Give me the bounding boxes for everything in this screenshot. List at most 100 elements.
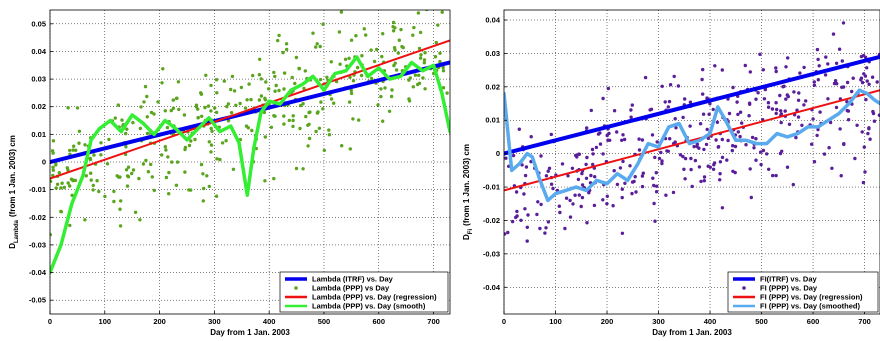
data-point — [810, 142, 814, 146]
y-axis-label: DFi(from 1 Jan. 2003) cm — [462, 144, 474, 240]
data-point — [381, 119, 385, 123]
x-tick-label: 300 — [208, 317, 221, 326]
data-point — [267, 87, 271, 91]
data-point — [276, 38, 280, 43]
data-point — [620, 195, 624, 200]
data-point — [863, 74, 868, 78]
data-point — [349, 91, 354, 96]
data-point — [391, 25, 395, 29]
data-point — [713, 64, 717, 68]
data-point — [226, 119, 231, 123]
data-point — [615, 182, 620, 187]
data-point — [692, 144, 696, 149]
data-point — [838, 127, 842, 131]
data-point — [529, 135, 533, 139]
data-point — [761, 148, 766, 153]
data-point — [145, 131, 150, 136]
data-point — [348, 147, 352, 151]
data-point — [259, 94, 264, 98]
y-tick-label: 0.04 — [31, 47, 46, 56]
data-point — [88, 157, 93, 162]
data-point — [840, 59, 844, 63]
data-point — [282, 122, 286, 126]
data-point — [702, 179, 706, 183]
data-point — [506, 230, 510, 235]
data-point — [145, 94, 149, 99]
data-point — [579, 204, 583, 209]
data-point — [269, 125, 274, 129]
data-point — [718, 172, 722, 176]
x-tick-label: 200 — [153, 317, 166, 326]
data-point — [156, 100, 160, 104]
data-point — [621, 133, 625, 137]
data-point — [83, 218, 87, 222]
data-point — [60, 181, 64, 185]
data-point — [815, 47, 820, 52]
data-point — [391, 29, 396, 33]
data-point — [663, 100, 667, 104]
data-point — [146, 170, 151, 174]
data-point — [736, 112, 740, 117]
data-point — [264, 80, 268, 84]
data-point — [337, 30, 342, 34]
data-point — [164, 148, 168, 152]
data-point — [229, 87, 233, 92]
x-tick-label: 300 — [652, 317, 665, 326]
data-point — [65, 166, 70, 170]
data-point — [77, 141, 81, 145]
data-point — [618, 166, 623, 170]
data-point — [800, 123, 804, 128]
data-point — [504, 232, 507, 236]
data-point — [630, 103, 634, 107]
data-point — [865, 66, 869, 70]
data-point — [315, 111, 320, 115]
data-point — [629, 115, 633, 119]
data-point — [568, 198, 572, 203]
data-point — [683, 156, 688, 161]
data-point — [580, 195, 585, 200]
data-point — [411, 85, 415, 89]
data-point — [434, 40, 438, 45]
data-point — [657, 156, 662, 161]
legend-label: FI (PPP) vs. Day (smoothed) — [760, 302, 861, 311]
data-point — [784, 97, 788, 101]
data-point — [605, 202, 609, 206]
data-point — [138, 218, 142, 222]
data-point — [660, 161, 664, 166]
data-point — [436, 23, 440, 27]
data-point — [536, 200, 540, 204]
data-point — [357, 118, 361, 122]
data-point — [715, 120, 720, 125]
data-point — [589, 173, 593, 178]
data-point — [359, 73, 364, 78]
data-point — [774, 66, 778, 70]
data-point — [174, 96, 179, 101]
data-point — [369, 48, 373, 52]
data-point — [560, 162, 565, 166]
data-point — [592, 203, 597, 208]
data-point — [263, 135, 267, 139]
data-point — [798, 71, 802, 75]
data-point — [222, 79, 226, 83]
data-point — [704, 142, 709, 147]
data-point — [399, 27, 403, 32]
data-point — [73, 178, 78, 183]
data-point — [51, 151, 55, 155]
data-point — [735, 100, 739, 104]
legend-label: Lambda (PPP) vs. Day (regression) — [312, 293, 437, 302]
data-point — [160, 153, 164, 157]
data-point — [84, 174, 89, 178]
data-point — [851, 76, 855, 80]
data-point — [817, 64, 821, 68]
data-point — [671, 190, 676, 195]
data-point — [678, 153, 683, 157]
data-point — [711, 167, 716, 171]
data-point — [59, 210, 63, 214]
data-point — [62, 185, 66, 190]
data-point — [689, 156, 693, 161]
data-point — [120, 118, 124, 122]
data-point — [643, 75, 648, 80]
data-point — [733, 170, 737, 175]
data-point — [349, 38, 354, 42]
